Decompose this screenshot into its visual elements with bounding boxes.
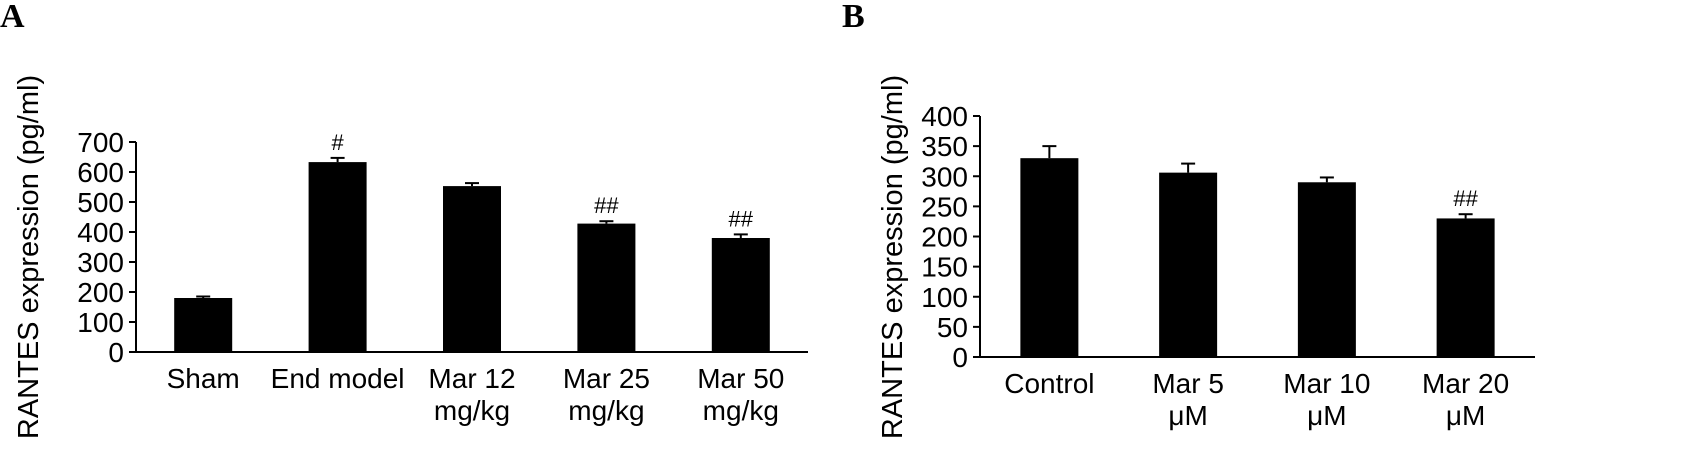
panel-b-category-label: Mar 5 xyxy=(1152,368,1224,399)
panel-b-category-label: Mar 10 xyxy=(1283,368,1370,399)
panel-a-y-tick-label: 0 xyxy=(108,337,124,368)
panel-b-y-tick-label: 50 xyxy=(937,312,968,343)
panel-a-category-label: mg/kg xyxy=(568,395,644,426)
panel-a-bar xyxy=(174,298,233,352)
panel-b-y-tick-label: 0 xyxy=(952,342,968,373)
panel-b-y-tick-label: 250 xyxy=(921,191,968,222)
panel-a-bar xyxy=(711,238,770,352)
panel-a-y-tick-label: 600 xyxy=(77,157,124,188)
panel-b-significance-label: ## xyxy=(1453,186,1478,211)
panel-a-bar xyxy=(443,186,501,352)
panel-a-y-tick-label: 300 xyxy=(77,247,124,278)
panel-a-category-label: Mar 12 xyxy=(428,363,515,394)
panel-a-category-label: Sham xyxy=(167,363,240,394)
panel-b-y-tick-label: 350 xyxy=(921,131,968,162)
panel-b-category-label: μM xyxy=(1307,400,1346,431)
panel-a-y-tick-label: 400 xyxy=(77,217,124,248)
panel-b-y-tick-label: 150 xyxy=(921,252,968,283)
panel-a-bar xyxy=(308,162,367,352)
panel-b-bar xyxy=(1020,158,1079,357)
panel-b-y-tick-label: 100 xyxy=(921,282,968,313)
panel-b-y-tick-label: 200 xyxy=(921,222,968,253)
panel-b-bar xyxy=(1436,218,1495,357)
panel-a-y-axis-title: RANTES expression (pg/ml) xyxy=(13,75,45,439)
panel-a-category-label: mg/kg xyxy=(703,395,779,426)
panel-a-chart: A RANTES expression (pg/ml) 010020030040… xyxy=(0,0,808,439)
panel-b-letter: B xyxy=(842,0,865,35)
panel-a-category-label: Mar 50 xyxy=(697,363,784,394)
panel-b-y-tick-label: 400 xyxy=(921,101,968,132)
panel-a-category-label: End model xyxy=(271,363,405,394)
panel-a-significance-label: ## xyxy=(594,193,619,218)
panel-a-bar xyxy=(577,223,636,352)
panel-a-category-label: Mar 25 xyxy=(563,363,650,394)
panel-a-y-tick-label: 200 xyxy=(77,277,124,308)
panel-a-y-tick-label: 700 xyxy=(77,127,124,158)
panel-a-category-label: mg/kg xyxy=(434,395,510,426)
panel-b-y-tick-label: 300 xyxy=(921,161,968,192)
panel-b-y-axis-title: RANTES expression (pg/ml) xyxy=(877,75,909,439)
panel-b-category-label: μM xyxy=(1168,400,1207,431)
panel-b-category-label: Mar 20 xyxy=(1422,368,1509,399)
panel-a-significance-label: # xyxy=(331,130,344,155)
panel-b-category-label: μM xyxy=(1446,400,1485,431)
panel-a-significance-label: ## xyxy=(729,206,754,231)
panel-b-bar xyxy=(1159,172,1218,357)
panel-a-letter: A xyxy=(0,0,25,35)
panel-b-bar xyxy=(1297,182,1356,357)
panel-a-y-tick-label: 100 xyxy=(77,307,124,338)
panel-b-chart: B RANTES expression (pg/ml) 050100150200… xyxy=(842,0,1535,439)
panel-b-category-label: Control xyxy=(1004,368,1094,399)
panel-a-y-tick-label: 500 xyxy=(77,187,124,218)
